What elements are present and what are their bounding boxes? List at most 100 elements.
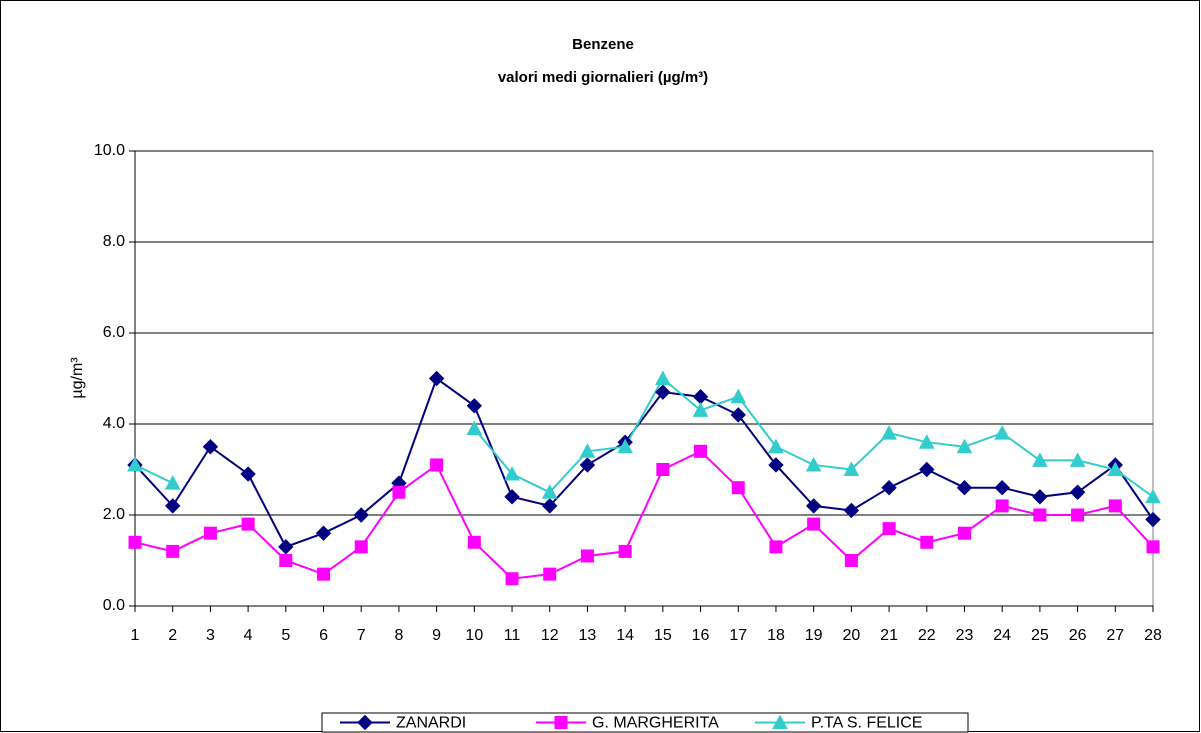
data-point	[353, 507, 369, 523]
chart-title: Benzene	[572, 36, 634, 53]
y-tick-label: 4.0	[103, 415, 125, 432]
data-point	[730, 407, 746, 423]
data-point	[618, 544, 632, 558]
data-point	[881, 425, 897, 440]
data-point	[994, 425, 1011, 440]
data-point	[655, 370, 671, 385]
data-point	[1033, 508, 1047, 522]
data-point	[128, 535, 142, 549]
data-point	[579, 457, 596, 473]
data-point	[692, 402, 709, 417]
data-point	[166, 544, 180, 558]
x-tick-label: 14	[616, 627, 634, 644]
data-point	[882, 522, 896, 536]
x-tick-label: 16	[692, 627, 710, 644]
x-tick-label: 9	[432, 627, 441, 644]
y-axis-label: µg/m³	[69, 357, 86, 399]
plot-area	[134, 150, 1154, 607]
data-point	[918, 434, 935, 449]
data-point	[1145, 488, 1161, 504]
data-point	[956, 438, 973, 454]
x-tick-label: 1	[131, 627, 140, 644]
x-tick-label: 25	[1031, 627, 1049, 644]
data-point	[995, 499, 1009, 513]
data-point	[805, 456, 822, 472]
data-point	[844, 554, 858, 567]
data-point	[202, 439, 219, 455]
y-tick-label: 6.0	[103, 324, 125, 341]
data-point	[279, 554, 293, 567]
x-tick-label: 24	[993, 627, 1011, 644]
data-point	[203, 526, 217, 540]
x-tick-label: 27	[1106, 627, 1124, 644]
data-point	[1032, 489, 1048, 505]
legend-label: ZANARDI	[396, 715, 466, 732]
data-point	[579, 443, 596, 458]
data-point	[1146, 540, 1160, 554]
data-point	[541, 484, 558, 499]
data-point	[354, 540, 368, 554]
legend-label: P.TA S. FELICE	[811, 715, 922, 732]
data-point	[843, 461, 860, 476]
series-line	[134, 376, 1154, 549]
data-point	[467, 535, 481, 549]
x-tick-label: 23	[956, 627, 974, 644]
data-point	[807, 517, 821, 531]
data-point	[543, 567, 557, 581]
data-point	[505, 572, 519, 586]
data-point	[542, 498, 558, 514]
y-tick-label: 10.0	[94, 142, 125, 159]
data-point	[317, 567, 331, 581]
chart-subtitle: valori medi giornalieri (µg/m³)	[498, 69, 708, 86]
x-tick-label: 15	[654, 627, 672, 644]
legend-marker	[357, 714, 373, 731]
y-tick-label: 0.0	[103, 597, 125, 614]
data-point	[466, 398, 483, 414]
x-tick-label: 5	[281, 627, 290, 644]
data-point	[504, 465, 520, 481]
y-tick-label: 8.0	[103, 233, 125, 250]
data-point	[1032, 452, 1048, 467]
data-point	[920, 535, 934, 549]
legend-marker	[772, 714, 788, 729]
data-point	[580, 549, 594, 563]
x-tick-label: 4	[244, 627, 253, 644]
x-tick-label: 28	[1144, 627, 1162, 644]
data-point	[843, 502, 860, 519]
data-point	[1071, 508, 1085, 522]
data-point	[1069, 484, 1086, 500]
legend-marker	[554, 716, 568, 729]
x-tick-label: 2	[168, 627, 177, 644]
data-point	[617, 438, 633, 454]
data-point	[805, 498, 822, 514]
data-point	[655, 384, 671, 400]
data-point	[1069, 452, 1086, 467]
data-point	[466, 420, 483, 436]
data-point	[1107, 461, 1124, 476]
data-point	[730, 388, 747, 404]
y-tick-label: 2.0	[103, 506, 125, 523]
data-point	[1145, 511, 1161, 528]
data-point	[241, 517, 255, 531]
x-tick-label: 21	[880, 627, 898, 644]
data-point	[731, 481, 745, 495]
data-point	[430, 458, 444, 472]
x-tick-label: 12	[541, 627, 559, 644]
x-tick-label: 10	[465, 627, 483, 644]
data-point	[127, 456, 143, 472]
data-point	[694, 444, 708, 458]
data-point	[428, 370, 445, 387]
data-point	[164, 498, 181, 514]
data-point	[1108, 499, 1122, 513]
data-point	[240, 466, 256, 482]
data-point	[994, 479, 1010, 496]
legend-label: G. MARGHERITA	[592, 715, 719, 732]
data-point	[278, 539, 294, 555]
series-line	[134, 450, 1154, 580]
x-tick-label: 26	[1069, 627, 1087, 644]
data-point	[956, 479, 973, 496]
x-tick-label: 3	[206, 627, 215, 644]
data-point	[881, 479, 897, 496]
x-tick-label: 18	[767, 627, 785, 644]
